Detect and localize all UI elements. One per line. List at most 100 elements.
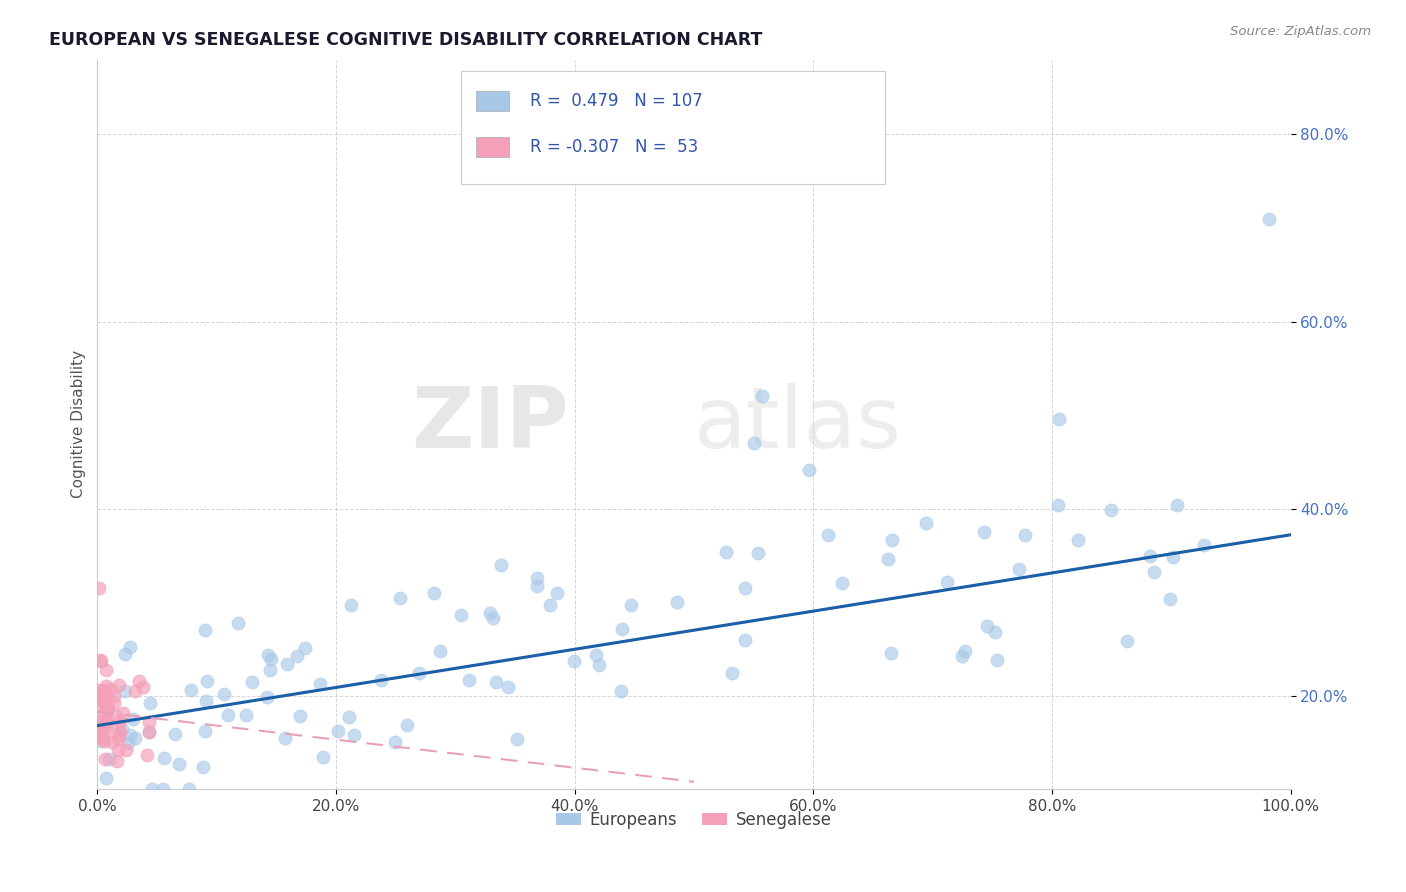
Point — [96, 704, 118, 718]
Point — [955, 644, 977, 658]
Point — [138, 725, 160, 739]
Point — [429, 644, 451, 658]
Point — [107, 719, 129, 733]
Point — [973, 524, 995, 539]
Point — [610, 684, 633, 698]
Point — [91, 684, 114, 698]
Point — [1163, 549, 1185, 564]
Point — [128, 674, 150, 689]
Text: EUROPEAN VS SENEGALESE COGNITIVE DISABILITY CORRELATION CHART: EUROPEAN VS SENEGALESE COGNITIVE DISABIL… — [49, 31, 762, 49]
Point — [90, 654, 112, 668]
Point — [87, 714, 110, 728]
Point — [195, 674, 218, 689]
Point — [1049, 412, 1071, 426]
Point — [122, 712, 145, 726]
Point — [312, 750, 335, 764]
Point — [94, 703, 117, 717]
Point — [136, 747, 159, 762]
Point — [100, 735, 122, 749]
Point — [256, 648, 278, 663]
Point — [458, 673, 481, 687]
Point — [96, 699, 118, 714]
Point — [538, 599, 561, 613]
Point — [742, 436, 765, 450]
Point — [1192, 538, 1215, 552]
Point — [610, 622, 633, 636]
Point — [242, 674, 264, 689]
Point — [124, 731, 146, 746]
Point — [1116, 634, 1139, 648]
Point — [103, 689, 125, 703]
Point — [1159, 591, 1181, 606]
Point — [96, 713, 118, 727]
Point — [343, 728, 366, 742]
Point — [91, 692, 114, 706]
Point — [138, 697, 160, 711]
Point — [94, 664, 117, 678]
Point — [163, 727, 186, 741]
Point — [111, 706, 134, 720]
Point — [546, 586, 568, 600]
Point — [620, 599, 643, 613]
Point — [1046, 498, 1069, 512]
Point — [260, 652, 283, 666]
Text: Source: ZipAtlas.com: Source: ZipAtlas.com — [1230, 25, 1371, 38]
Point — [108, 714, 131, 728]
Point — [1139, 549, 1161, 564]
Point — [450, 607, 472, 622]
Point — [309, 677, 332, 691]
FancyBboxPatch shape — [461, 70, 884, 184]
Point — [496, 680, 519, 694]
Point — [193, 723, 215, 738]
Point — [384, 734, 406, 748]
Point — [288, 708, 311, 723]
Point — [915, 516, 938, 530]
Point — [91, 719, 114, 733]
Point — [294, 641, 316, 656]
Point — [94, 752, 117, 766]
Point — [831, 576, 853, 591]
Point — [799, 462, 821, 476]
Point — [153, 750, 176, 764]
Text: R = -0.307   N =  53: R = -0.307 N = 53 — [530, 138, 699, 156]
Point — [734, 581, 756, 595]
Point — [665, 595, 688, 609]
Point — [117, 736, 139, 750]
Point — [389, 591, 412, 605]
Point — [485, 674, 508, 689]
Point — [93, 695, 115, 709]
Point — [489, 558, 512, 572]
Point — [86, 719, 108, 733]
Point — [751, 389, 773, 403]
Point — [194, 623, 217, 637]
Point — [747, 546, 769, 560]
Y-axis label: Cognitive Disability: Cognitive Disability — [72, 351, 86, 499]
Point — [588, 658, 610, 673]
Point — [114, 648, 136, 662]
Point — [114, 684, 136, 698]
Point — [111, 722, 134, 736]
Point — [1008, 562, 1031, 576]
Point — [936, 575, 959, 590]
Point — [734, 633, 756, 648]
Bar — [475, 137, 509, 157]
Point — [505, 731, 527, 746]
Point — [90, 733, 112, 747]
Point — [337, 709, 360, 723]
Legend: Europeans, Senegalese: Europeans, Senegalese — [550, 805, 838, 836]
Point — [256, 690, 278, 704]
Point — [287, 648, 309, 663]
Point — [108, 724, 131, 739]
Point — [976, 619, 998, 633]
Point — [882, 533, 904, 548]
Point — [714, 545, 737, 559]
Point — [179, 782, 201, 797]
Point — [93, 682, 115, 697]
Point — [326, 724, 349, 739]
Point — [478, 606, 501, 620]
Point — [986, 652, 1008, 666]
Point — [132, 680, 155, 694]
Point — [90, 689, 112, 703]
Point — [370, 673, 392, 687]
Point — [1257, 211, 1279, 226]
